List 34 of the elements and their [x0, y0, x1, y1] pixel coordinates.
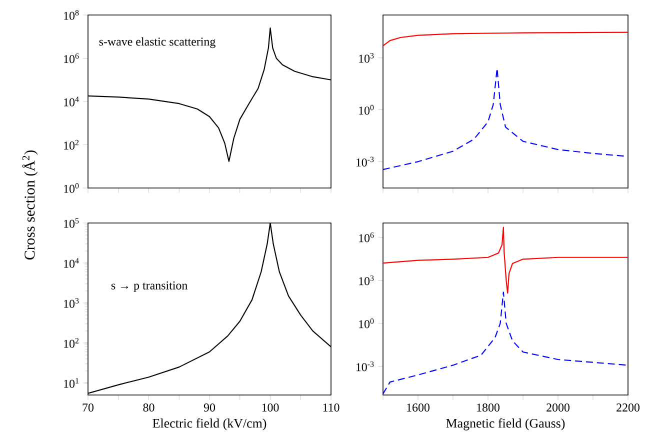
x-tick-label: 90	[204, 404, 216, 412]
x-tick-label: 1600	[407, 404, 430, 412]
x-tick-label: 1800	[477, 404, 500, 412]
x-tick-label: 110	[323, 404, 340, 412]
y-tick-label: 10$^{0}$	[359, 318, 374, 328]
y-tick-label: 10$^{4}$	[64, 96, 79, 106]
x-axis-title: Electric field (kV/cm)	[152, 418, 266, 430]
y-axis-title: Cross section (Å$^{2}$)	[22, 150, 38, 260]
line-series	[383, 32, 628, 46]
y-tick-label: 10$^{3}$	[64, 298, 79, 308]
y-tick-label: 10$^{6}$	[359, 232, 374, 242]
y-tick-label: 10$^{6}$	[64, 53, 79, 64]
y-tick-label: 10$^{1}$	[64, 378, 79, 388]
y-tick-label: 10$^{8}$	[64, 10, 79, 20]
x-axis-title: Magnetic field (Gauss)	[446, 418, 565, 430]
line-series	[383, 226, 628, 294]
x-tick-label: 100	[262, 404, 279, 412]
y-tick-label: 10$^{-3}$	[356, 156, 374, 167]
y-tick-label: 10$^{3}$	[359, 275, 374, 286]
x-tick-label: 2000	[546, 404, 570, 412]
y-tick-label: 10$^{3}$	[359, 52, 374, 63]
annotation: s-wave elastic scattering	[99, 37, 216, 48]
y-tick-label: 10$^{5}$	[64, 218, 79, 228]
y-tick-label: 10$^{4}$	[64, 258, 79, 268]
line-series	[383, 292, 628, 394]
annotation: s → p transition	[111, 281, 188, 292]
x-tick-label: 80	[143, 404, 154, 412]
y-tick-label: 10$^{2}$	[64, 338, 79, 348]
y-tick-label: 10$^{2}$	[64, 140, 79, 150]
x-tick-label: 70	[82, 404, 94, 412]
y-tick-label: 10$^{0}$	[359, 104, 374, 115]
y-tick-label: 10$^{0}$	[64, 183, 79, 193]
x-tick-label: 2200	[616, 404, 640, 412]
y-tick-label: 10$^{-3}$	[356, 361, 374, 372]
